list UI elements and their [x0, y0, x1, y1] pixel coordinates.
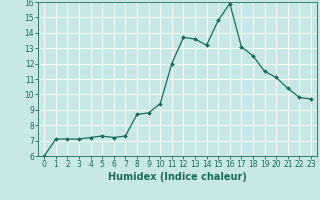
X-axis label: Humidex (Indice chaleur): Humidex (Indice chaleur) [108, 172, 247, 182]
